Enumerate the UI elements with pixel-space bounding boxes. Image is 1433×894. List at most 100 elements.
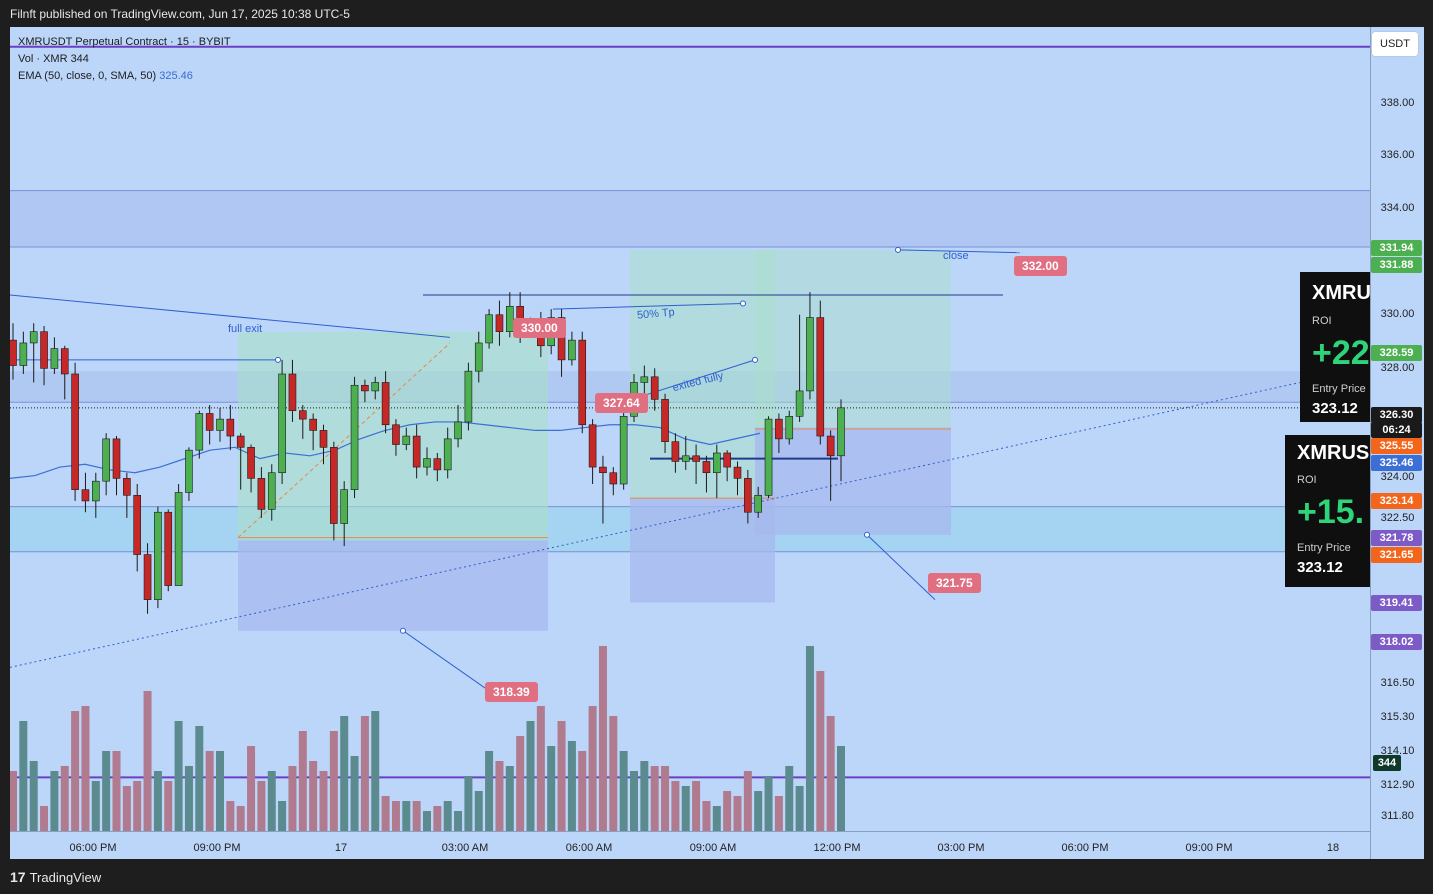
tradingview-logo[interactable]: 17 TradingView [10, 869, 101, 885]
candle-body [226, 418, 235, 437]
price-tag: 331.94 [1371, 240, 1422, 256]
note-close[interactable]: close [943, 250, 969, 262]
price-scale[interactable]: 338.00 336.00 334.00 330.00 328.00 324.0… [1370, 27, 1424, 859]
volume-bar [381, 796, 390, 831]
volume-bar [754, 791, 763, 831]
volume-bar [226, 801, 235, 831]
volume-bar [412, 801, 421, 831]
callout-332[interactable]: 332.00 [1014, 256, 1067, 276]
volume-bar [640, 761, 649, 831]
candle-body [298, 410, 307, 420]
chart-frame[interactable]: XMRUSDT Perpetual Contract · 15 · BYBIT … [10, 27, 1424, 860]
volume-bar [122, 786, 131, 831]
candle-body [474, 342, 483, 372]
candle-body [361, 384, 369, 392]
candle-body [392, 424, 400, 445]
callout-327-64[interactable]: 327.64 [595, 393, 648, 413]
candle-body [423, 458, 431, 468]
time-scale[interactable]: 06:00 PM 09:00 PM 17 03:00 AM 06:00 AM 0… [10, 831, 1370, 860]
trend-line [552, 302, 744, 310]
volume-bar [505, 766, 514, 831]
volume-bar [133, 781, 142, 831]
candle-body [619, 416, 628, 485]
candle-body [733, 466, 742, 479]
candle-body [102, 438, 110, 482]
anchor-point [400, 627, 406, 634]
volume-bar [247, 746, 256, 831]
anchor-point [895, 246, 901, 253]
price-label: 334.00 [1380, 202, 1415, 214]
volume-bar [102, 751, 111, 831]
brand-name: TradingView [29, 870, 102, 885]
volume-bar [205, 751, 214, 831]
candle-body [10, 339, 17, 366]
callout-321-75[interactable]: 321.75 [928, 573, 981, 593]
currency-button[interactable]: USDT [1372, 32, 1418, 56]
volume-bar [278, 801, 287, 831]
candle-body [402, 435, 411, 445]
callout-318-39[interactable]: 318.39 [485, 682, 538, 702]
volume-bar [10, 771, 17, 831]
price-tag: 328.59 [1371, 345, 1422, 361]
volume-bar [340, 716, 349, 831]
volume-bar [826, 716, 835, 831]
candle-body [661, 399, 669, 442]
volume-bar [443, 801, 452, 831]
volume-bar [650, 766, 659, 831]
price-label: 328.00 [1380, 362, 1415, 374]
candle-body [764, 418, 773, 496]
roi-card-2[interactable]: XMRUSDT ROI +15. Entry Price 323.12 [1285, 435, 1370, 587]
price-label: 338.00 [1380, 97, 1415, 109]
profit-box [755, 249, 951, 428]
volume-line[interactable]: Vol · XMR 344 [18, 53, 89, 65]
volume-bar [495, 761, 504, 831]
ema-line[interactable]: EMA (50, close, 0, SMA, 50) 325.46 [18, 68, 231, 85]
ema-line [10, 421, 761, 479]
candle-body [650, 376, 659, 400]
publisher-text: Filnft published on TradingView.com, Jun… [10, 7, 350, 21]
time-label: 03:00 AM [441, 842, 489, 854]
publish-header: Filnft published on TradingView.com, Jun… [0, 0, 1433, 27]
candle-body [40, 331, 48, 369]
anchor-point [752, 356, 758, 363]
callout-330[interactable]: 330.00 [513, 318, 566, 338]
candle-body [826, 435, 835, 457]
note-full-exit[interactable]: full exit [228, 323, 263, 335]
candle-body [174, 492, 183, 586]
roi-card-symbol: XMRUSDT [1297, 442, 1370, 464]
volume-bar [288, 766, 297, 831]
price-plot[interactable]: XMRUSDT Perpetual Contract · 15 · BYBIT … [10, 27, 1370, 831]
roi-card-1[interactable]: XMRUSDT ROI +22 Entry Price 323.12 [1300, 272, 1370, 422]
volume-bar [153, 771, 162, 831]
entry-path [237, 342, 451, 538]
time-label: 03:00 PM [937, 842, 985, 854]
volume-bar [795, 786, 804, 831]
time-label: 12:00 PM [813, 842, 861, 854]
price-label: 316.50 [1380, 677, 1415, 689]
candle-body [112, 438, 121, 479]
volume-bar [588, 706, 597, 831]
volume-bar [329, 731, 338, 831]
volume-bar [516, 736, 525, 831]
candle-body [257, 478, 266, 510]
price-label: 330.00 [1380, 308, 1415, 320]
trend-line [897, 249, 1021, 254]
candle-body [795, 390, 804, 417]
symbol-line[interactable]: XMRUSDT Perpetual Contract · 15 · BYBIT [18, 36, 231, 48]
volume-bar [723, 791, 732, 831]
candle-body [81, 489, 90, 502]
candle-body [412, 435, 421, 468]
volume-bar [630, 771, 638, 831]
time-label: 09:00 AM [689, 842, 737, 854]
chart-legend: XMRUSDT Perpetual Contract · 15 · BYBIT … [18, 34, 231, 85]
candle-body [744, 478, 752, 513]
price-tag: 319.41 [1371, 595, 1422, 611]
candle-body [464, 370, 473, 423]
candle-body [60, 348, 69, 375]
countdown-tag: 06:24 [1371, 422, 1422, 438]
candle-body [495, 314, 504, 332]
loss-box [630, 498, 775, 603]
chart-canvas[interactable] [10, 27, 1370, 831]
anchor-point [864, 531, 870, 538]
volume-bar [298, 731, 307, 831]
